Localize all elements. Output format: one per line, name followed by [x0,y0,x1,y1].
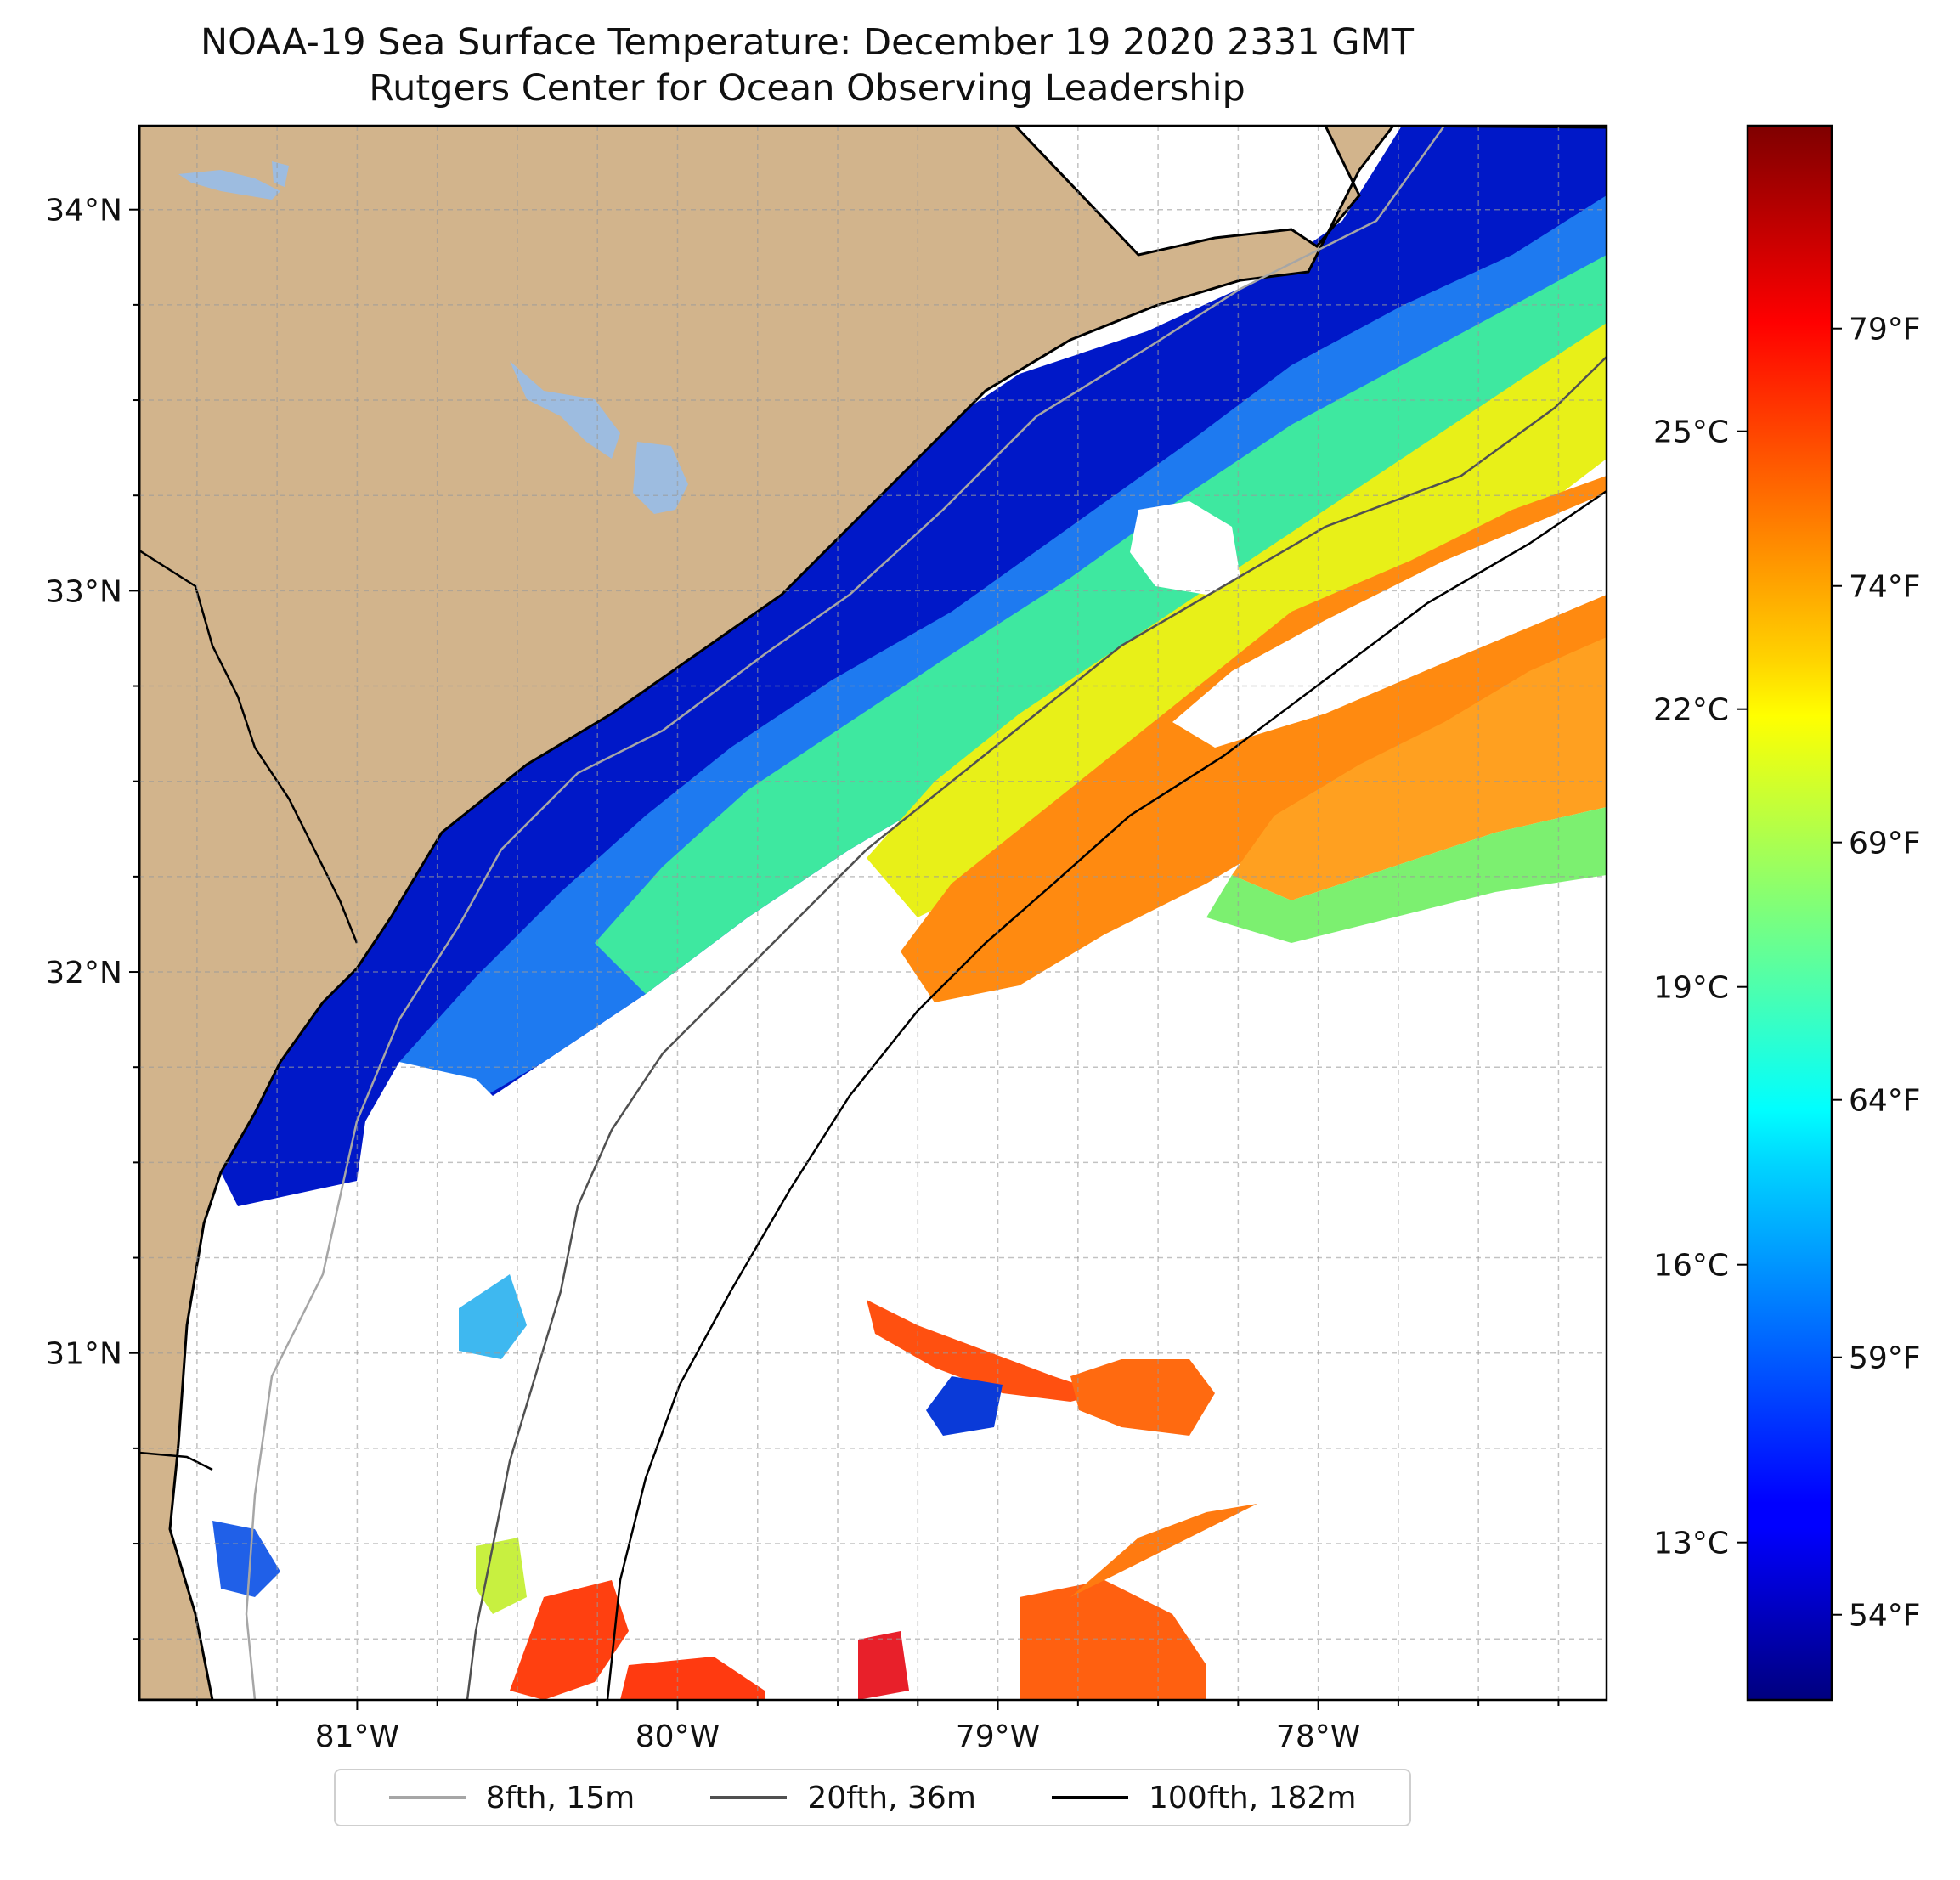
lon-tick-label: 81°W [315,1719,399,1754]
celsius-tick-label: 25°C [1653,415,1729,450]
lake [178,170,280,200]
legend-item-20fth: 20fth, 36m [710,1781,976,1815]
sst-south-patch [620,1657,765,1700]
celsius-tick-label: 16°C [1653,1249,1729,1284]
sst-south-patch [459,1274,527,1359]
cloud-gap [357,1062,527,1206]
map-title: NOAA-19 Sea Surface Temperature: Decembe… [201,21,1414,64]
sst-south-patch [1020,1580,1206,1700]
state-boundary [139,549,359,944]
celsius-tick-label: 13°C [1653,1527,1729,1561]
cloud-gap [1172,493,1607,748]
sst-south-patch [1070,1504,1257,1597]
sst-south-patch [1070,1359,1215,1436]
legend-line-20fth [710,1796,788,1799]
sst-south-patch [926,1376,1003,1436]
lat-tick-label: 33°N [45,574,122,609]
lake [272,161,289,187]
fahrenheit-tick-label: 74°F [1849,570,1921,605]
fahrenheit-tick-label: 69°F [1849,827,1921,861]
legend-label-100fth: 100fth, 182m [1149,1780,1357,1815]
cloud-gap [1130,501,1240,595]
colorbar-gradient [1746,124,1833,1702]
map-subtitle: Rutgers Center for Ocean Observing Leade… [369,67,1245,110]
lat-tick-label: 31°N [45,1337,122,1372]
sst-east-patch [1232,637,1607,900]
legend-line-100fth [1052,1796,1129,1799]
sst-south-patch [212,1521,280,1597]
isobath-legend: 8fth, 15m 20fth, 36m 100fth, 182m [334,1769,1411,1826]
fahrenheit-tick-label: 79°F [1849,313,1921,347]
lon-tick-label: 79°W [956,1719,1040,1754]
sst-south-patch [858,1631,909,1700]
lat-tick-label: 34°N [45,194,122,229]
land-area [139,126,1607,1700]
legend-item-100fth: 100fth, 182m [1052,1781,1356,1815]
lon-tick-label: 78°W [1276,1719,1360,1754]
legend-label-8fth: 8fth, 15m [485,1780,635,1815]
colorbar-ticks: 13°C 16°C 19°C 22°C 25°C 54°F 59°F 64°F 69°F 74°F… [1653,313,1920,1634]
sst-east-patch-edge [1206,807,1607,943]
state-boundary [1014,126,1139,256]
isobath-8fth [245,126,1446,1700]
gridlines [139,126,1607,1700]
isobath-20fth [466,356,1607,1700]
state-boundary [139,1451,213,1471]
sst-south-patch [476,1538,527,1614]
celsius-tick-label: 22°C [1653,693,1729,728]
celsius-tick-label: 19°C [1653,971,1729,1006]
fahrenheit-tick-label: 64°F [1849,1084,1921,1119]
fahrenheit-tick-label: 59°F [1849,1341,1921,1376]
fahrenheit-tick-label: 54°F [1849,1599,1921,1634]
lake [510,361,620,459]
map-frame [138,124,1608,1702]
sst-green-band [595,255,1607,994]
legend-item-8fth: 8fth, 15m [388,1780,635,1815]
legend-label-20fth: 20fth, 36m [807,1780,976,1815]
isobath-100fth [606,489,1607,1700]
sst-yellow-band [867,323,1607,917]
lon-tick-label: 80°W [635,1719,720,1754]
sst-south-patch [867,1300,1104,1402]
sst-south-patch [510,1580,629,1700]
map-axis-ticks: 34°N 33°N 32°N 31°N 81°W 80°W 79°W 78°W [45,194,1560,1754]
lat-tick-label: 32°N [45,956,122,991]
legend-line-8fth [388,1796,466,1799]
